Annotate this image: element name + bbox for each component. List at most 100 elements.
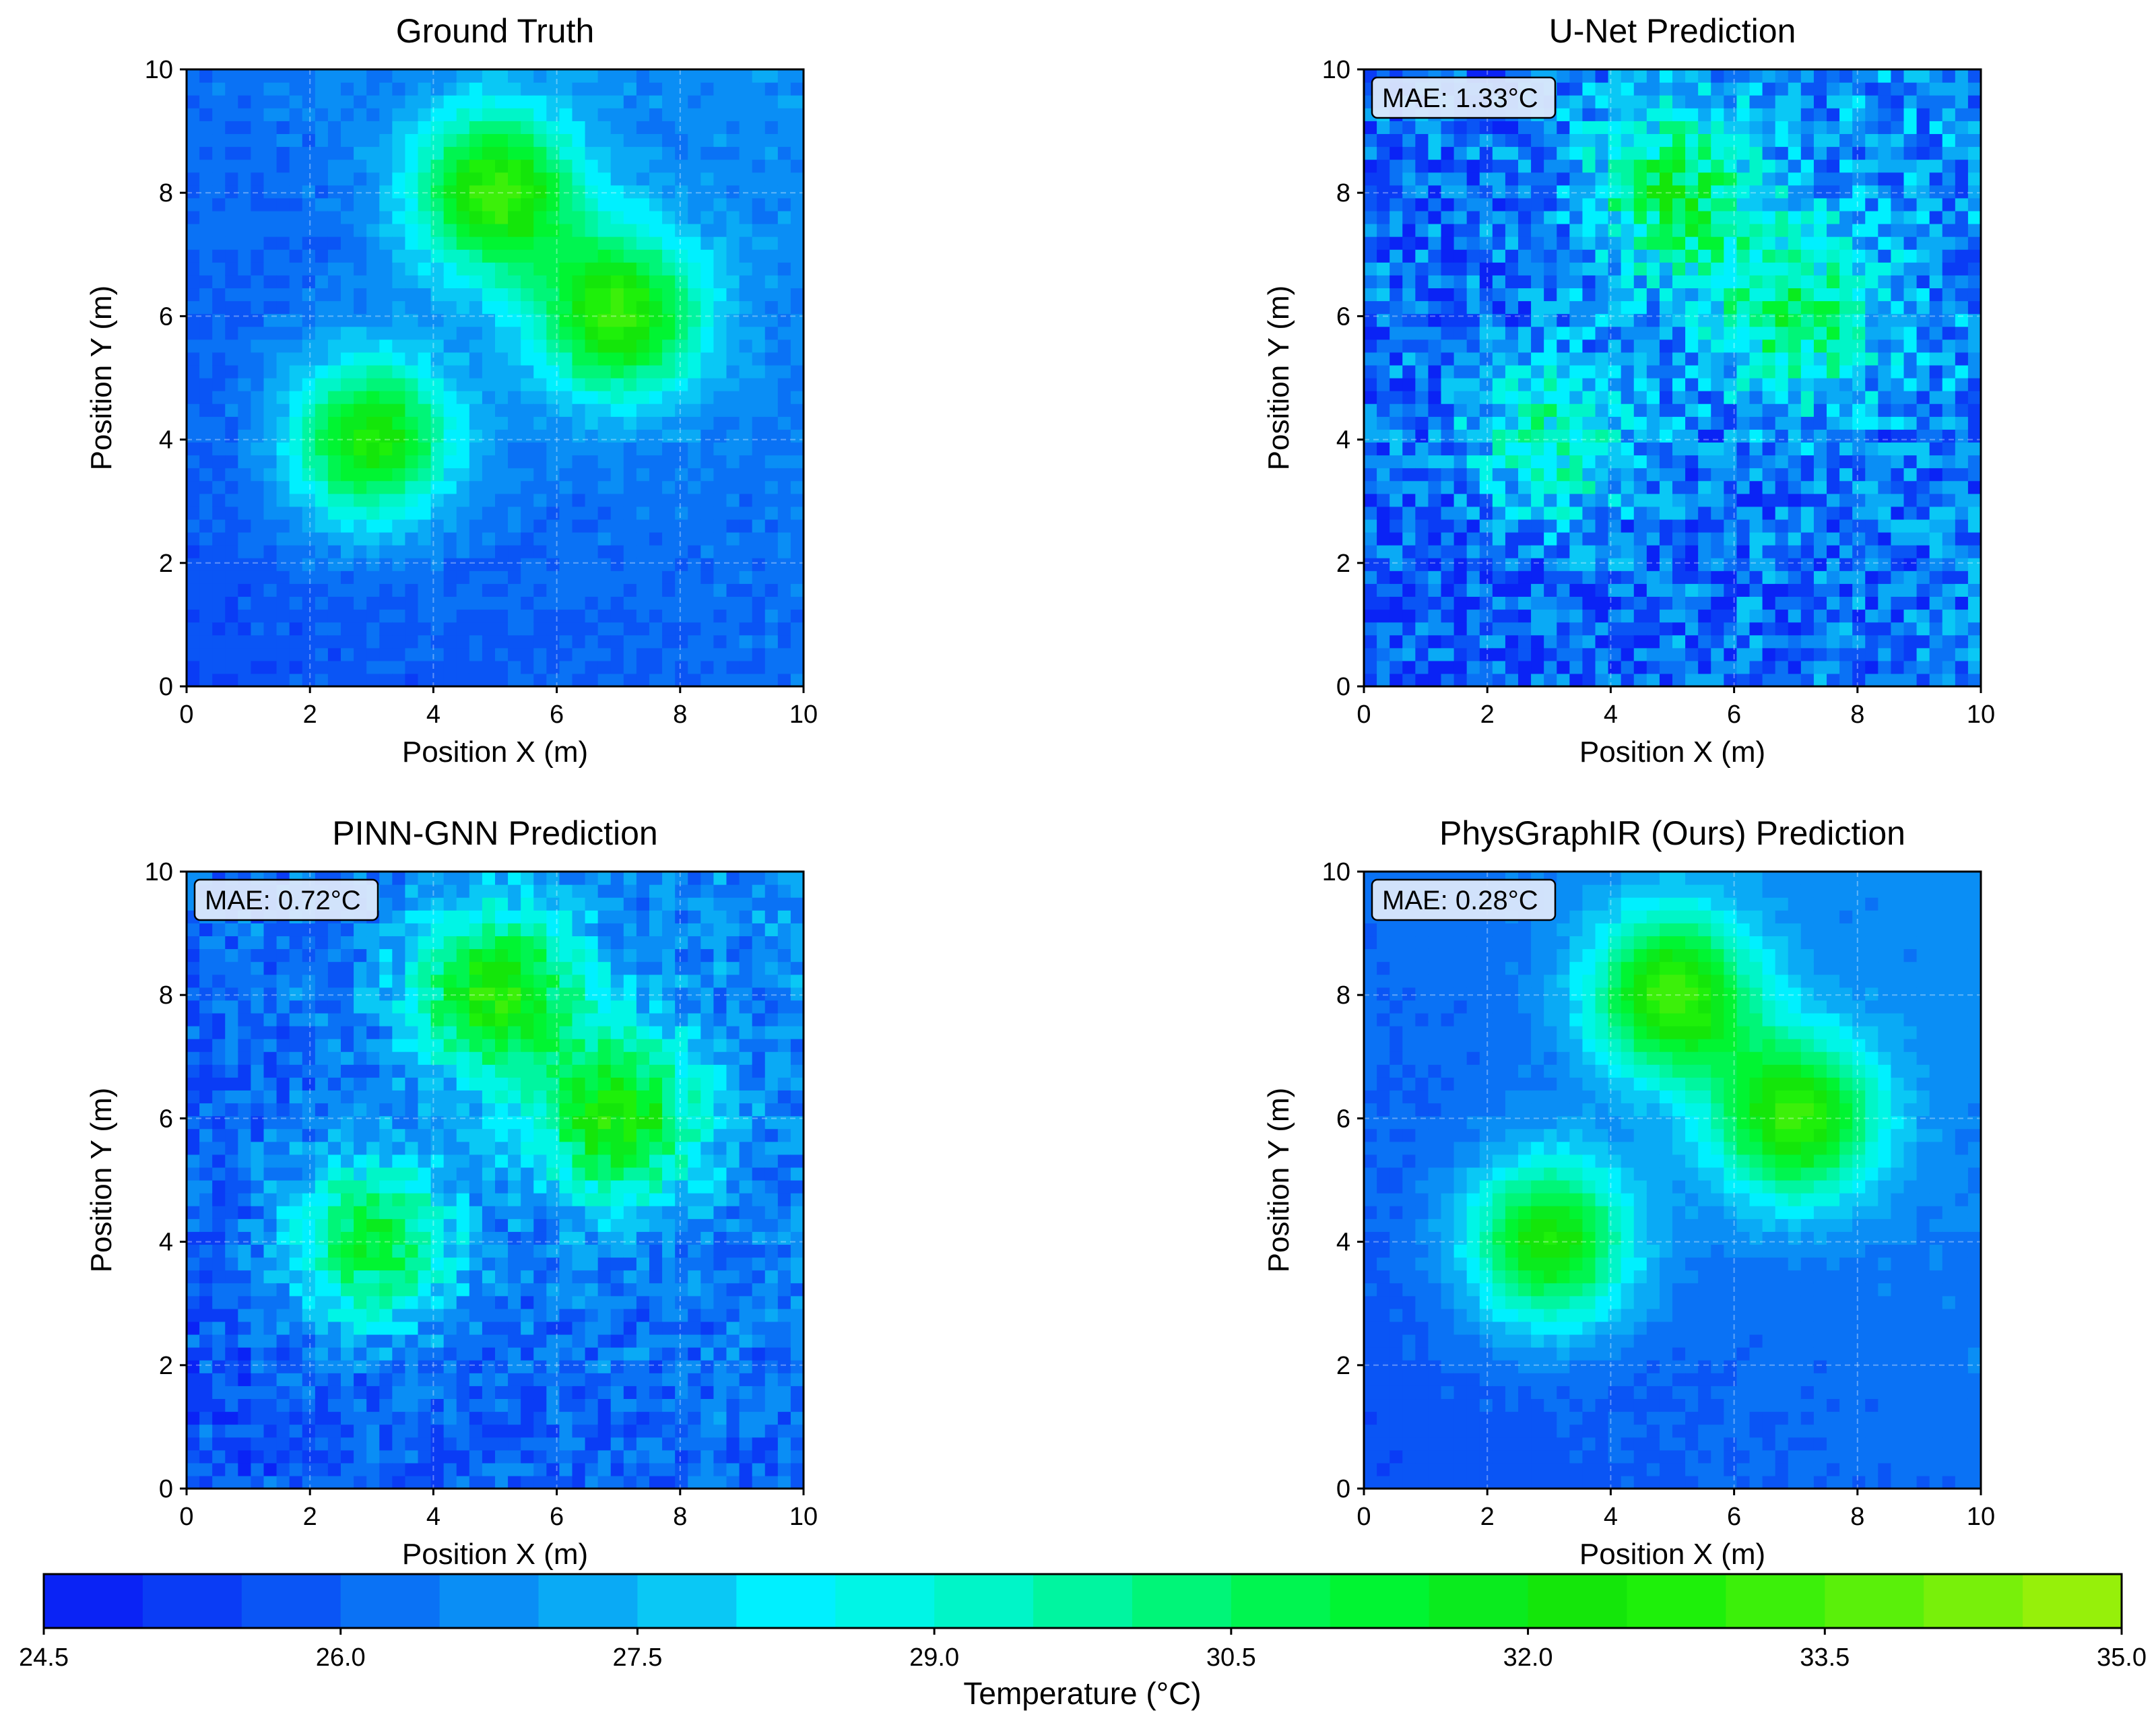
colorbar-swatch [1429, 1574, 1529, 1628]
colorbar-swatch [2023, 1574, 2122, 1628]
x-tick-label: 0 [1357, 700, 1371, 729]
y-tick-label: 0 [159, 1475, 173, 1503]
plot-frame [1363, 68, 1982, 688]
colorbar-swatch [1924, 1574, 2023, 1628]
x-tick-label: 0 [179, 1503, 193, 1531]
colorbar-swatch [1231, 1574, 1331, 1628]
colorbar-swatch [1330, 1574, 1430, 1628]
colorbar-swatch [439, 1574, 540, 1628]
mae-label: MAE: 0.28°C [1382, 886, 1538, 915]
colorbar: 24.5 26.0 27.5 29.0 30.5 32.0 33.5 35.0 Tempera… [19, 1573, 2147, 1711]
plot-frame [1363, 870, 1982, 1490]
colorbar-swatch [340, 1574, 440, 1628]
colorbar-ticks: 24.5 26.0 27.5 29.0 30.5 32.0 33.5 35.0 [19, 1628, 2147, 1672]
x-tick-label: 8 [673, 1503, 687, 1531]
mae-box [193, 878, 379, 921]
colorbar-swatch [1825, 1574, 1924, 1628]
colorbar-swatch [44, 1574, 143, 1628]
x-tick-label: 8 [1850, 700, 1864, 729]
grid-lines [187, 872, 804, 1489]
colorbar-tick-label: 29.0 [909, 1643, 959, 1672]
panel-title: PINN-GNN Prediction [332, 814, 657, 852]
x-tick-label: 2 [1480, 700, 1495, 729]
colorbar-tick-label: 27.5 [612, 1643, 662, 1672]
y-tick-label: 4 [159, 1229, 173, 1257]
x-tick-label: 4 [1604, 1503, 1618, 1531]
panel-title: Ground Truth [396, 12, 595, 50]
grid-lines [1364, 69, 1981, 686]
colorbar-swatch [1132, 1574, 1232, 1628]
y-tick-label: 8 [159, 179, 173, 207]
y-tick-label: 8 [159, 981, 173, 1010]
colorbar-tick-label: 30.5 [1206, 1643, 1256, 1672]
heatmap-field [1364, 872, 1981, 1489]
y-tick-label: 0 [159, 673, 173, 701]
panel-pinn_gnn: 0 2 4 6 8 10 0 2 4 6 8 10 PINN-GNN Prediction Positio… [85, 814, 818, 1571]
x-axis-label: Position X (m) [402, 1538, 588, 1571]
colorbar-swatch [142, 1574, 242, 1628]
colorbar-label: Temperature (°C) [963, 1676, 1201, 1711]
x-tick-label: 4 [426, 1503, 440, 1531]
colorbar-swatch [736, 1574, 837, 1628]
x-tick-label: 10 [789, 700, 818, 729]
plot-frame [185, 870, 805, 1490]
grid-lines [1364, 872, 1981, 1489]
colorbar-tick-label: 24.5 [19, 1643, 69, 1672]
y-tick-label: 0 [1336, 1475, 1350, 1503]
y-tick-label: 10 [145, 56, 173, 84]
colorbar-swatch [1627, 1574, 1727, 1628]
colorbar-swatches [44, 1574, 2122, 1628]
y-tick-label: 4 [159, 426, 173, 455]
x-tick-label: 4 [426, 700, 440, 729]
plot-frame [185, 68, 805, 688]
x-tick-label: 8 [673, 700, 687, 729]
y-tick-label: 4 [1336, 1229, 1350, 1257]
panel-title: U-Net Prediction [1549, 12, 1796, 50]
x-tick-label: 6 [1727, 1503, 1741, 1531]
colorbar-swatch [1726, 1574, 1826, 1628]
colorbar-swatch [835, 1574, 935, 1628]
x-tick-label: 6 [1727, 700, 1741, 729]
colorbar-tick-label: 32.0 [1503, 1643, 1553, 1672]
x-tick-label: 4 [1604, 700, 1618, 729]
mae-label: MAE: 1.33°C [1382, 84, 1538, 113]
x-axis-label: Position X (m) [1579, 736, 1765, 769]
y-tick-label: 2 [159, 1352, 173, 1380]
y-tick-label: 6 [1336, 302, 1350, 331]
x-tick-label: 10 [1967, 1503, 1995, 1531]
colorbar-tick-label: 33.5 [1800, 1643, 1850, 1672]
panels: 0 2 4 6 8 10 0 2 4 6 8 10 Ground Truth Position X (m)… [85, 12, 1995, 1571]
x-tick-label: 6 [550, 1503, 564, 1531]
y-axis-label: Position Y (m) [85, 286, 118, 471]
x-tick-label: 10 [1967, 700, 1995, 729]
colorbar-swatch [1528, 1574, 1628, 1628]
colorbar-swatch [637, 1574, 738, 1628]
panel-unet: 0 2 4 6 8 10 0 2 4 6 8 10 U-Net Prediction Position X… [1262, 12, 1995, 769]
y-tick-label: 10 [1322, 858, 1350, 886]
x-tick-label: 10 [789, 1503, 818, 1531]
y-tick-label: 2 [1336, 1352, 1350, 1380]
colorbar-swatch [934, 1574, 1034, 1628]
mae-box [1371, 878, 1557, 921]
x-tick-label: 6 [550, 700, 564, 729]
x-tick-label: 0 [179, 700, 193, 729]
mae-box [1371, 76, 1557, 119]
x-tick-label: 2 [303, 700, 317, 729]
colorbar-tick-label: 35.0 [2097, 1643, 2147, 1672]
y-tick-label: 2 [1336, 550, 1350, 578]
y-tick-label: 8 [1336, 981, 1350, 1010]
y-tick-label: 10 [145, 858, 173, 886]
x-tick-label: 8 [1850, 1503, 1864, 1531]
colorbar-swatch [241, 1574, 341, 1628]
panel-title: PhysGraphIR (Ours) Prediction [1439, 814, 1905, 852]
y-tick-label: 4 [1336, 426, 1350, 455]
y-tick-label: 8 [1336, 179, 1350, 207]
y-tick-label: 10 [1322, 56, 1350, 84]
x-tick-label: 2 [1480, 1503, 1495, 1531]
colorbar-frame [42, 1573, 2123, 1629]
mae-label: MAE: 0.72°C [205, 886, 361, 915]
y-axis-label: Position Y (m) [1262, 1088, 1295, 1273]
colorbar-swatch [1033, 1574, 1133, 1628]
colorbar-swatch [538, 1574, 639, 1628]
